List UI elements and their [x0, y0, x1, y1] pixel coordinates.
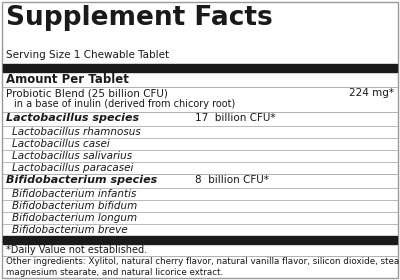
Text: magnesium stearate, and natural licorice extract.: magnesium stearate, and natural licorice…: [6, 268, 223, 277]
Text: 8  billion CFU*: 8 billion CFU*: [195, 175, 269, 185]
Text: Bifidobacterium species: Bifidobacterium species: [6, 175, 157, 185]
Text: Bifidobacterium bifidum: Bifidobacterium bifidum: [12, 201, 137, 211]
Bar: [3, 64, 397, 72]
Text: *Daily Value not established.: *Daily Value not established.: [6, 245, 147, 255]
Text: in a base of inulin (derived from chicory root): in a base of inulin (derived from chicor…: [14, 99, 235, 109]
Bar: [3, 236, 397, 244]
Text: Serving Size 1 Chewable Tablet: Serving Size 1 Chewable Tablet: [6, 50, 169, 60]
Text: Other ingredients: Xylitol, natural cherry flavor, natural vanilla flavor, silic: Other ingredients: Xylitol, natural cher…: [6, 257, 400, 266]
Text: Lactobacillus species: Lactobacillus species: [6, 113, 139, 123]
Text: Lactobacillus rhamnosus: Lactobacillus rhamnosus: [12, 127, 141, 137]
Text: 17  billion CFU*: 17 billion CFU*: [195, 113, 276, 123]
Text: Probiotic Blend (25 billion CFU): Probiotic Blend (25 billion CFU): [6, 88, 168, 98]
Text: Amount Per Tablet: Amount Per Tablet: [6, 73, 129, 86]
Text: Supplement Facts: Supplement Facts: [6, 5, 273, 31]
Text: Lactobacillus casei: Lactobacillus casei: [12, 139, 110, 149]
Text: 224 mg*: 224 mg*: [349, 88, 394, 98]
Text: Bifidobacterium breve: Bifidobacterium breve: [12, 225, 128, 235]
Text: Lactobacillus salivarius: Lactobacillus salivarius: [12, 151, 132, 161]
Text: Lactobacillus paracasei: Lactobacillus paracasei: [12, 163, 133, 173]
Text: Bifidobacterium longum: Bifidobacterium longum: [12, 213, 137, 223]
Text: Bifidobacterium infantis: Bifidobacterium infantis: [12, 189, 136, 199]
